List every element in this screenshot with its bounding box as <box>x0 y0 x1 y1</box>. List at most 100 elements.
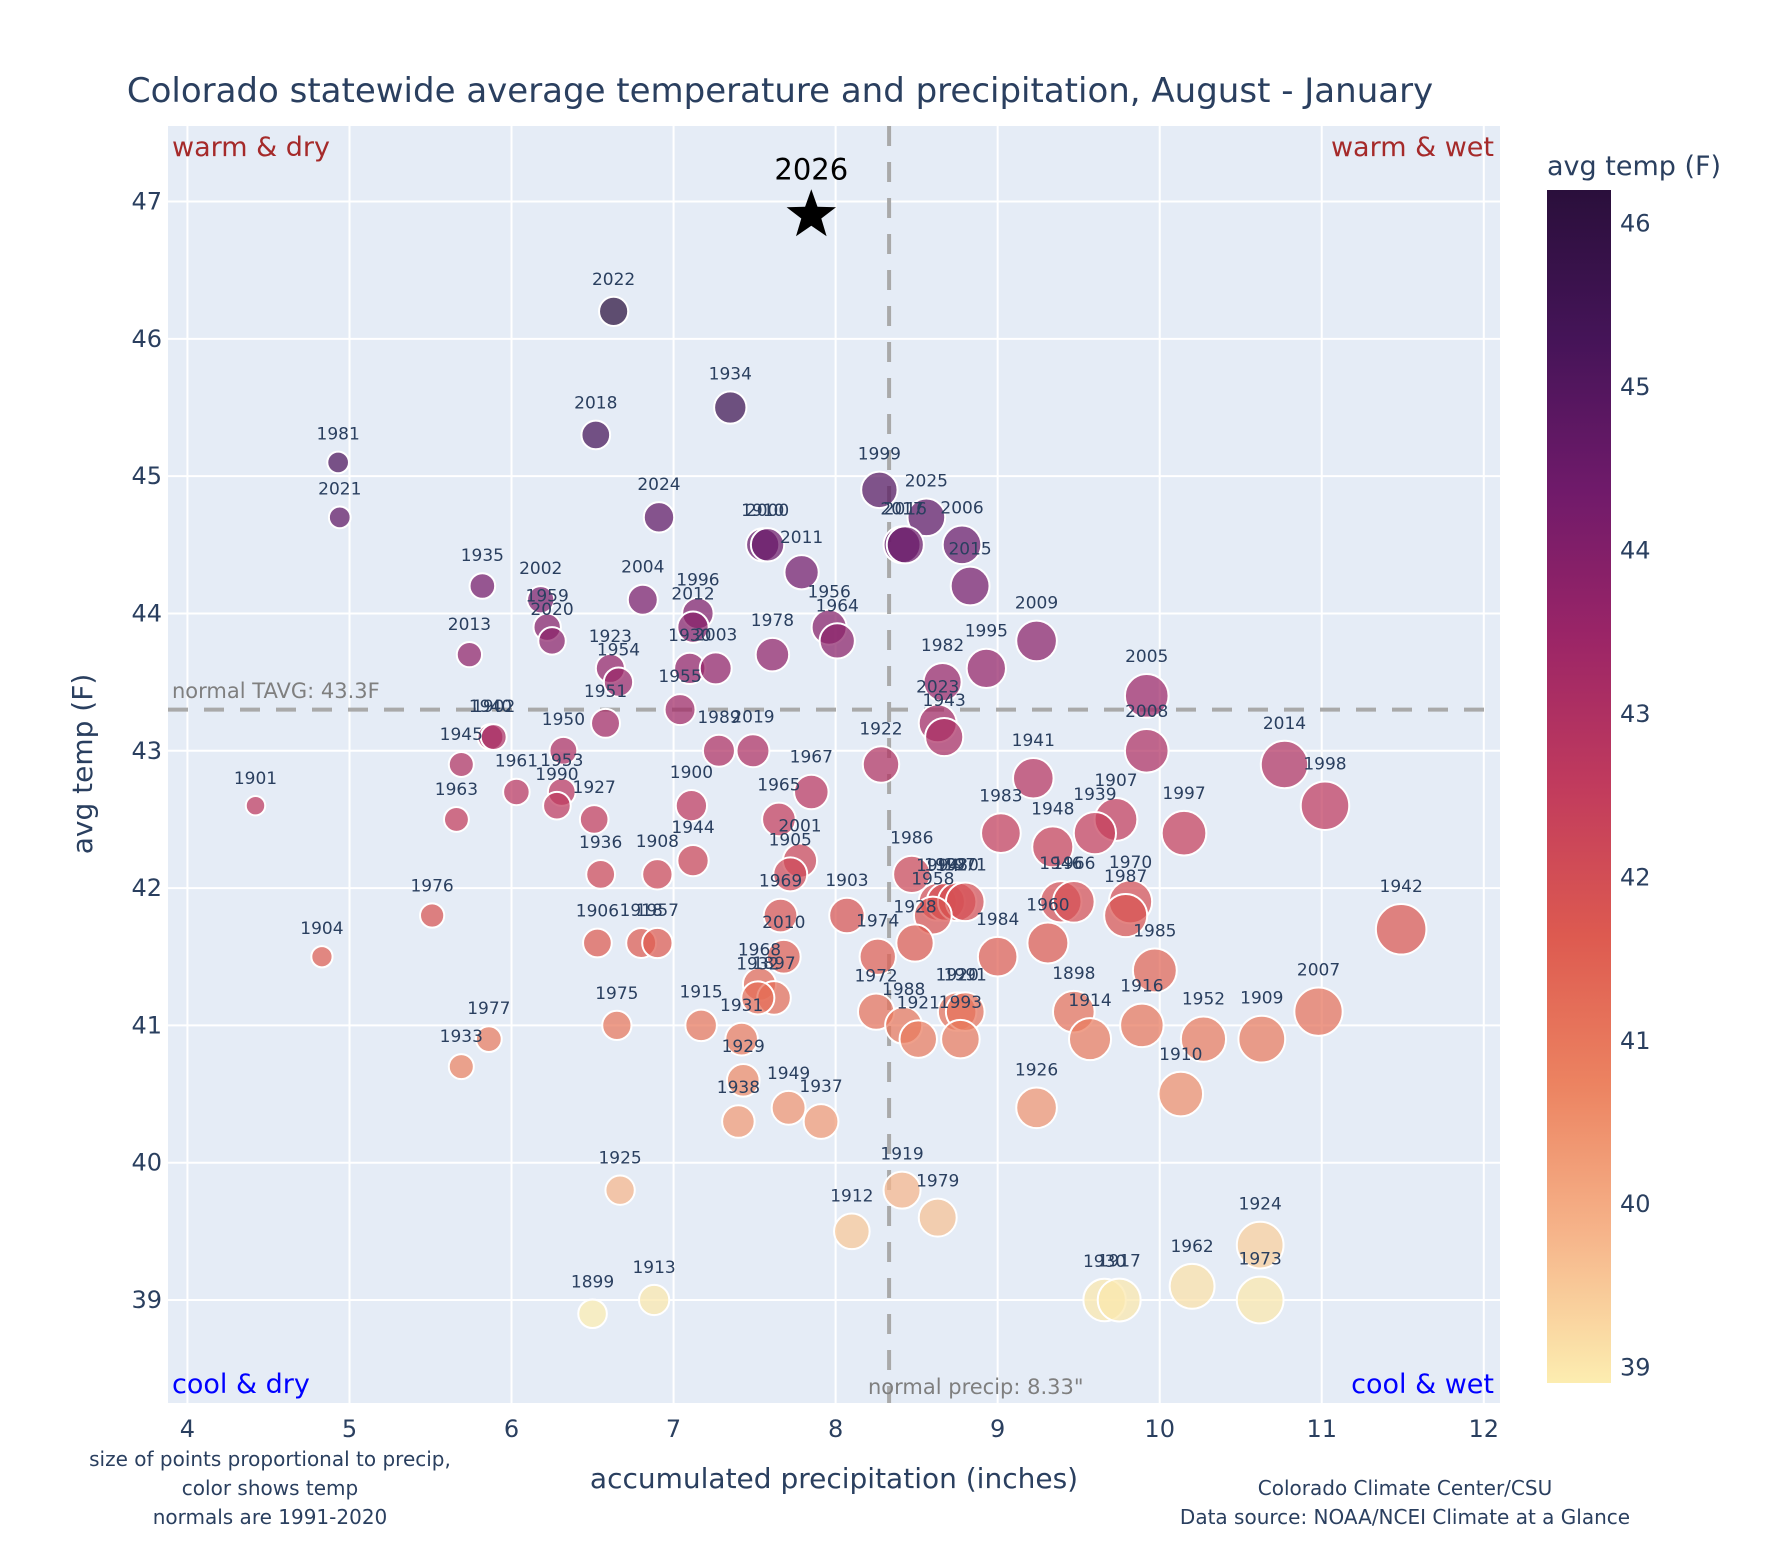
point-label: 1968 <box>738 941 781 961</box>
point-label: 1974 <box>856 912 899 932</box>
point-label: 1962 <box>1170 1237 1213 1257</box>
point-label: 1956 <box>808 583 851 603</box>
y-tick-label: 43 <box>131 737 162 765</box>
point-label: 2015 <box>948 540 991 560</box>
point-label: 1934 <box>709 364 752 384</box>
point-label: 1924 <box>1239 1195 1282 1215</box>
point-1919 <box>882 1170 922 1210</box>
point-label: 2005 <box>1125 647 1168 667</box>
point-label: 1995 <box>965 622 1008 642</box>
point-1967 <box>793 773 830 811</box>
point-label: 2014 <box>1263 714 1306 734</box>
x-tick-label: 9 <box>990 1415 1005 1443</box>
point-2010 <box>765 938 802 975</box>
point-2019 <box>735 733 771 769</box>
colorbar-tick-label: 41 <box>1620 1027 1651 1055</box>
point-label: 1943 <box>923 691 966 711</box>
point-2025 <box>906 497 947 538</box>
point-1944 <box>676 843 710 878</box>
point-label: 1903 <box>825 871 868 891</box>
point-2022 <box>598 295 630 327</box>
point-1913 <box>637 1283 671 1317</box>
point-1934 <box>713 390 748 425</box>
point-1990 <box>542 790 572 821</box>
point-label: 1954 <box>597 640 640 660</box>
point-label: 2019 <box>731 707 774 727</box>
point-1909 <box>1237 1014 1287 1064</box>
y-tick-label: 40 <box>131 1149 162 1177</box>
y-tick-label: 42 <box>131 874 162 902</box>
x-tick-label: 7 <box>666 1415 681 1443</box>
point-label: 1993 <box>939 993 982 1013</box>
point-label: 1944 <box>671 818 714 838</box>
point-label: 1987 <box>1104 867 1147 887</box>
note-size-line: size of points proportional to precip, <box>89 1447 451 1471</box>
point-label: 1901 <box>234 769 277 789</box>
note-normals-line: normals are 1991-2020 <box>153 1505 388 1529</box>
point-1984 <box>976 935 1019 978</box>
point-1903 <box>828 896 866 935</box>
point-2020 <box>537 626 567 656</box>
point-label: 1975 <box>595 984 638 1004</box>
colorbar-tick-label: 39 <box>1620 1354 1651 1382</box>
y-axis-ticks: 39 40 41 42 43 44 45 46 47 <box>131 188 162 1314</box>
point-1939 <box>1072 811 1118 856</box>
point-label: 2006 <box>940 498 983 518</box>
point-1978 <box>754 636 791 673</box>
point-label: 2023 <box>916 677 959 697</box>
credit-line: Colorado Climate Center/CSU <box>1258 1476 1552 1500</box>
point-label: 1985 <box>1133 922 1176 942</box>
point-2004 <box>626 583 659 616</box>
point-label: 1925 <box>598 1148 641 1168</box>
point-label: 1994 <box>916 856 959 876</box>
point-label: 1953 <box>540 751 583 771</box>
y-tick-label: 44 <box>131 599 162 627</box>
point-2005 <box>1123 673 1170 719</box>
colorbar-tick-label: 46 <box>1620 210 1651 238</box>
point-label: 1999 <box>858 445 901 465</box>
y-axis-title: avg temp (F) <box>66 674 99 855</box>
point-label: 1900 <box>670 763 713 783</box>
point-1969 <box>762 897 799 934</box>
point-1958 <box>912 895 953 936</box>
point-1902 <box>479 723 508 751</box>
point-label: 1976 <box>410 876 453 896</box>
point-label: 1902 <box>472 697 515 717</box>
point-1954 <box>602 666 635 698</box>
point-label: 1982 <box>921 636 964 656</box>
point-label: 1959 <box>526 587 569 607</box>
x-tick-label: 5 <box>342 1415 357 1443</box>
point-1932 <box>740 980 776 1016</box>
point-label: 1929 <box>722 1037 765 1057</box>
point-label: 1983 <box>979 786 1022 806</box>
point-label: 2020 <box>530 600 573 620</box>
point-1955 <box>663 693 697 727</box>
point-label: 2018 <box>574 394 617 414</box>
colorbar-tick-label: 40 <box>1620 1190 1651 1218</box>
colorbar-ticks: 39 40 41 42 43 44 45 46 <box>1620 210 1651 1382</box>
point-label: 1955 <box>658 667 701 687</box>
point-2013 <box>455 641 484 669</box>
point-1952 <box>1179 1015 1228 1063</box>
point-1899 <box>577 1298 608 1330</box>
point-label: 1960 <box>1026 896 1069 916</box>
point-label: 2007 <box>1297 961 1340 981</box>
point-label: 1930 <box>1083 1252 1126 1272</box>
point-label: 2016 <box>884 499 927 519</box>
quadrant-label-warm-wet: warm & wet <box>1331 132 1494 163</box>
point-label: 1907 <box>1094 771 1137 791</box>
point-2008 <box>1123 727 1170 774</box>
point-label: 1996 <box>676 571 719 591</box>
point-label: 1932 <box>736 954 779 974</box>
point-1998 <box>1299 780 1351 831</box>
point-label: 1988 <box>882 980 925 1000</box>
point-label: 1989 <box>697 708 740 728</box>
x-tick-label: 12 <box>1469 1415 1500 1443</box>
point-label: 1969 <box>759 872 802 892</box>
point-label: 1978 <box>751 611 794 631</box>
point-label: 1957 <box>636 901 679 921</box>
point-2018 <box>580 419 612 451</box>
point-label: 1913 <box>632 1258 675 1278</box>
point-1964 <box>818 622 856 660</box>
